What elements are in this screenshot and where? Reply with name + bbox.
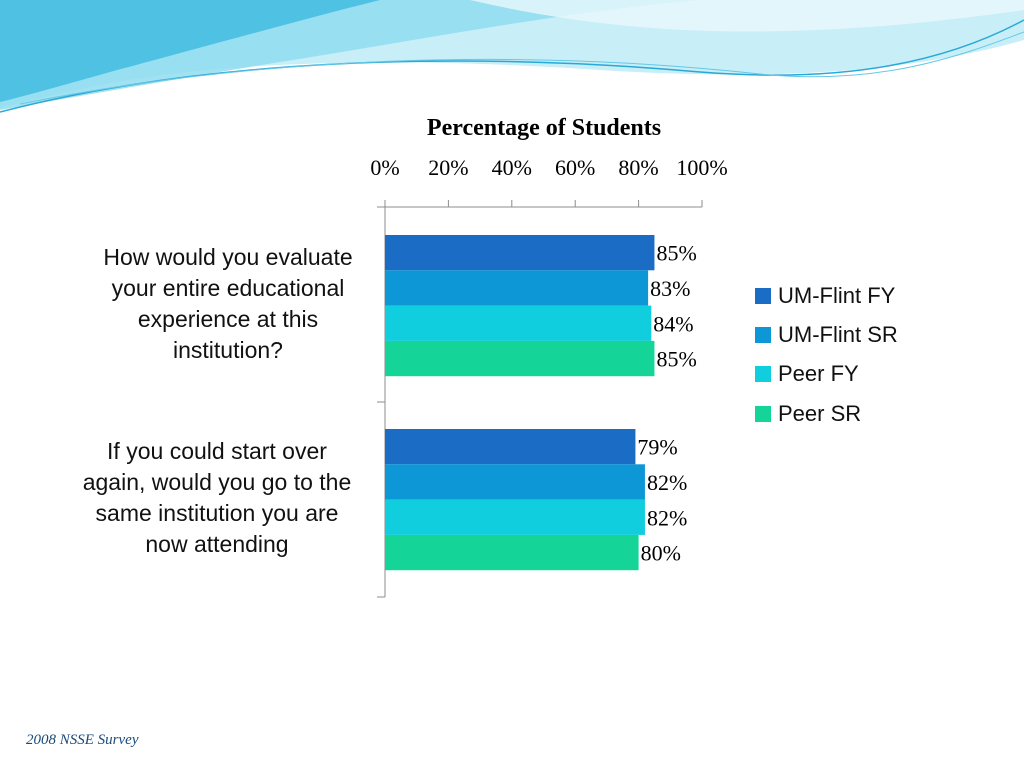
data-label: 82% bbox=[647, 505, 687, 530]
wave-deep bbox=[0, 0, 380, 102]
wave-top-white bbox=[470, 0, 1024, 32]
x-tick-label: 40% bbox=[492, 155, 532, 180]
category-label-line: How would you evaluate bbox=[103, 244, 353, 270]
legend-label: UM-Flint SR bbox=[778, 321, 898, 347]
category-label-line: now attending bbox=[145, 531, 289, 557]
legend-item-peer-sr: Peer SR bbox=[755, 394, 898, 433]
legend-item-um-flint-fy: UM-Flint FY bbox=[755, 276, 898, 315]
legend-item-um-flint-sr: UM-Flint SR bbox=[755, 315, 898, 354]
category-label-line: experience at this bbox=[137, 306, 319, 332]
data-label: 80% bbox=[641, 541, 681, 566]
bar bbox=[385, 499, 645, 535]
data-label: 83% bbox=[650, 276, 690, 301]
x-tick-label: 100% bbox=[676, 155, 727, 180]
legend-swatch bbox=[755, 287, 771, 304]
legend: UM-Flint FY UM-Flint SR Peer FY Peer SR bbox=[755, 276, 898, 433]
data-label: 79% bbox=[637, 435, 677, 460]
data-label: 85% bbox=[656, 347, 696, 372]
x-tick-label: 80% bbox=[618, 155, 658, 180]
footer-text: 2008 NSSE Survey bbox=[26, 732, 139, 748]
bar bbox=[385, 429, 636, 465]
category-label-evaluate: How would you evaluate your entire educa… bbox=[78, 242, 378, 366]
wave-line-2 bbox=[19, 31, 1024, 105]
legend-swatch bbox=[755, 405, 771, 422]
bar bbox=[385, 270, 649, 306]
category-label-start-over: If you could start over again, would you… bbox=[67, 436, 367, 560]
chart-title: Percentage of Students bbox=[427, 115, 661, 141]
header-wave-decoration bbox=[0, 0, 1024, 113]
legend-label: Peer SR bbox=[778, 400, 862, 426]
legend-swatch bbox=[755, 366, 771, 383]
data-label: 85% bbox=[656, 241, 696, 266]
bar bbox=[385, 305, 652, 341]
legend-label: Peer FY bbox=[778, 361, 859, 387]
bar bbox=[385, 464, 645, 500]
category-label-line: institution? bbox=[173, 337, 283, 363]
category-label-line: again, would you go to the bbox=[82, 469, 352, 495]
x-tick-label: 20% bbox=[428, 155, 468, 180]
data-label: 84% bbox=[653, 311, 693, 336]
x-tick-label: 0% bbox=[370, 155, 399, 180]
legend-label: UM-Flint FY bbox=[778, 282, 896, 308]
bar bbox=[385, 235, 655, 271]
data-label: 82% bbox=[647, 470, 687, 495]
legend-swatch bbox=[755, 326, 771, 343]
category-label-line: If you could start over bbox=[107, 438, 327, 464]
x-tick-label: 60% bbox=[555, 155, 595, 180]
bar bbox=[385, 340, 655, 377]
legend-item-peer-fy: Peer FY bbox=[755, 355, 898, 394]
bar bbox=[385, 534, 639, 571]
category-label-line: same institution you are bbox=[95, 500, 339, 526]
category-label-line: your entire educational bbox=[111, 275, 345, 301]
